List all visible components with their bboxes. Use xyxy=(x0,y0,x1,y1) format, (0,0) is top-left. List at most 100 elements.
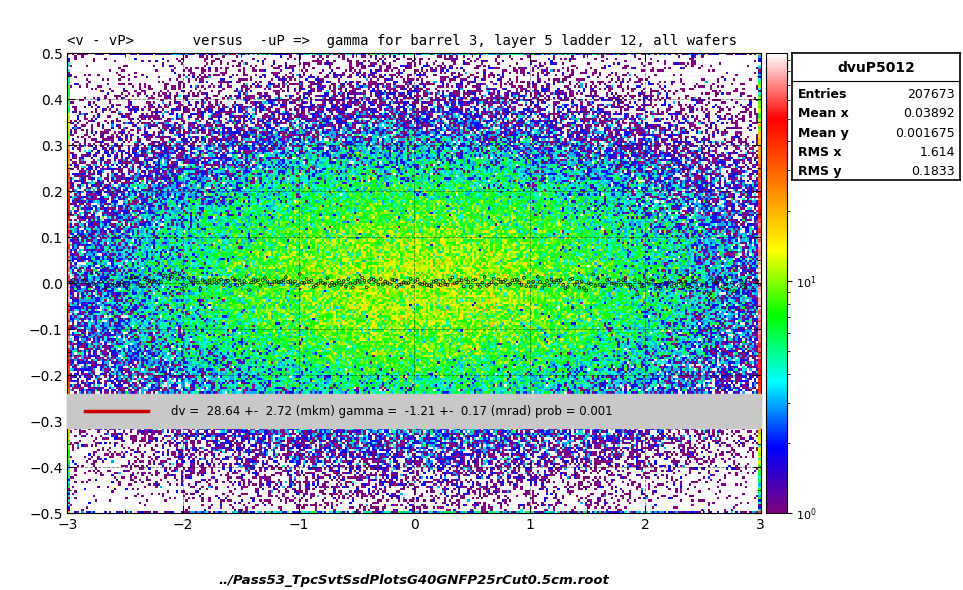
Point xyxy=(518,281,534,291)
Point xyxy=(333,280,349,290)
Point xyxy=(468,274,483,284)
Point xyxy=(121,284,137,294)
Point xyxy=(625,282,640,291)
Point xyxy=(627,276,642,285)
Point xyxy=(673,279,689,289)
Point xyxy=(244,278,259,287)
Point xyxy=(664,282,680,291)
Point xyxy=(556,280,571,290)
Point xyxy=(703,273,718,283)
Text: dv =  28.64 +-  2.72 (mkm) gamma =  -1.21 +-  0.17 (mrad) prob = 0.001: dv = 28.64 +- 2.72 (mkm) gamma = -1.21 +… xyxy=(171,405,613,418)
Point xyxy=(218,277,233,286)
Point xyxy=(301,277,317,287)
Point xyxy=(356,276,372,286)
Point xyxy=(91,268,106,277)
Point xyxy=(618,276,634,285)
Text: Mean y: Mean y xyxy=(798,126,849,139)
Point xyxy=(179,281,195,290)
Point xyxy=(465,276,481,286)
Point xyxy=(306,282,322,291)
Point xyxy=(719,284,735,294)
Point xyxy=(655,279,670,289)
Point xyxy=(722,285,738,294)
Point xyxy=(509,275,525,284)
Point xyxy=(470,280,485,289)
Point xyxy=(75,276,91,286)
Point xyxy=(361,277,377,286)
Point xyxy=(241,286,256,295)
Point xyxy=(239,271,254,281)
Point xyxy=(632,278,647,287)
Point xyxy=(195,276,210,285)
Point xyxy=(171,268,187,278)
Point xyxy=(745,285,761,294)
Point xyxy=(495,277,510,286)
Point xyxy=(407,277,423,286)
Point xyxy=(445,273,460,282)
Point xyxy=(581,278,596,288)
Point xyxy=(252,281,268,290)
Point xyxy=(615,276,631,285)
Point xyxy=(708,278,723,288)
Point xyxy=(699,280,715,290)
Point xyxy=(102,280,117,290)
Point xyxy=(422,280,437,290)
Point xyxy=(511,278,527,287)
Point xyxy=(742,268,758,277)
Point xyxy=(297,278,312,288)
Point xyxy=(429,276,444,286)
Point xyxy=(564,274,580,283)
Point xyxy=(299,274,314,284)
Point xyxy=(123,274,139,283)
Point xyxy=(569,277,585,286)
Point xyxy=(130,280,145,289)
Point xyxy=(98,283,114,293)
Point xyxy=(77,276,92,286)
Point xyxy=(503,279,518,289)
Text: ../Pass53_TpcSvtSsdPlotsG40GNFP25rCut0.5cm.root: ../Pass53_TpcSvtSsdPlotsG40GNFP25rCut0.5… xyxy=(219,574,610,587)
Point xyxy=(713,273,728,283)
Text: RMS y: RMS y xyxy=(798,165,842,178)
Point xyxy=(368,277,383,286)
Point xyxy=(389,282,404,291)
Point xyxy=(516,273,532,283)
Point xyxy=(295,278,310,287)
Point xyxy=(371,280,386,289)
Point xyxy=(645,276,661,286)
Point xyxy=(530,272,545,281)
Point xyxy=(338,282,353,291)
Point xyxy=(701,289,716,299)
Point xyxy=(209,278,224,288)
Point xyxy=(597,280,612,290)
Point xyxy=(440,280,455,290)
Point xyxy=(604,279,619,289)
Point xyxy=(193,284,208,294)
Point xyxy=(95,262,111,271)
Point xyxy=(401,278,416,288)
Point xyxy=(638,276,654,286)
Point xyxy=(202,276,218,285)
Point xyxy=(480,281,495,291)
Point xyxy=(454,276,469,285)
Point xyxy=(736,280,751,289)
Point xyxy=(142,276,157,286)
Point xyxy=(507,276,522,285)
Point xyxy=(114,277,129,287)
Point xyxy=(117,280,132,289)
Point xyxy=(694,281,710,290)
Point xyxy=(183,277,198,286)
Text: dvuP5012: dvuP5012 xyxy=(837,61,915,76)
Point xyxy=(717,280,733,289)
Point xyxy=(156,271,171,280)
Point xyxy=(741,275,756,284)
Point xyxy=(222,281,238,290)
Point xyxy=(706,277,721,286)
Point xyxy=(433,280,449,290)
Point xyxy=(403,274,418,284)
Point xyxy=(169,274,185,284)
Point xyxy=(678,277,693,286)
Point xyxy=(590,274,606,284)
Point xyxy=(278,273,294,282)
Point xyxy=(181,273,196,283)
Point xyxy=(526,277,541,286)
